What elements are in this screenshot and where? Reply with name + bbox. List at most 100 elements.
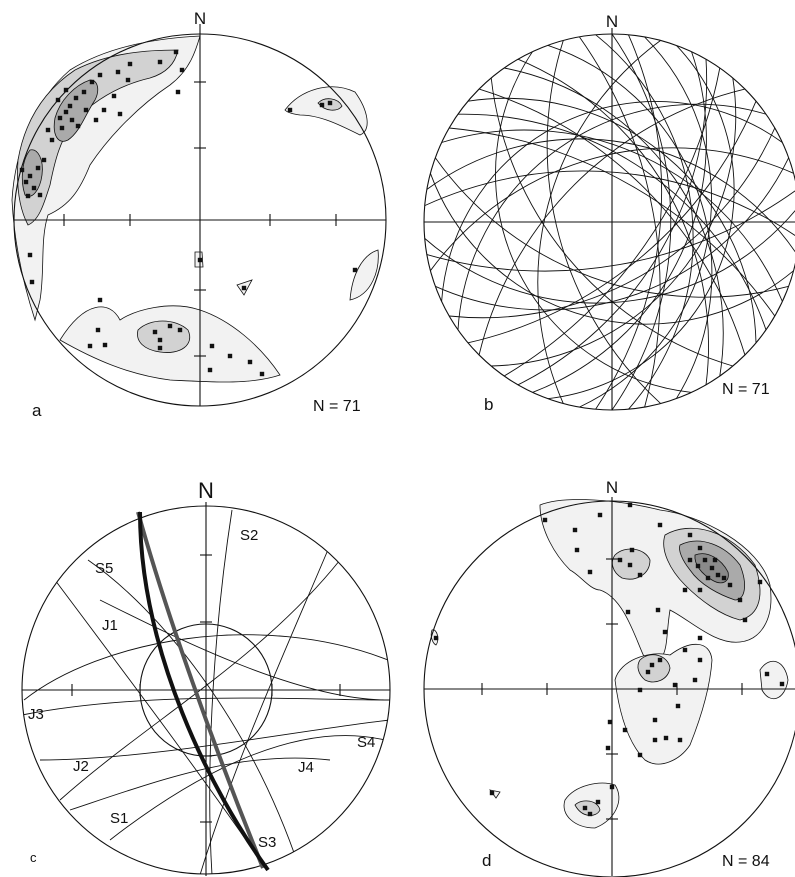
data-point-a	[93, 117, 99, 123]
great-circle-b	[457, 103, 767, 330]
data-point-d	[677, 737, 683, 743]
data-point-d	[692, 677, 698, 683]
data-point-a	[69, 117, 75, 123]
data-point-d	[605, 745, 611, 751]
great-circle-b	[532, 51, 707, 393]
data-point-d	[542, 517, 548, 523]
great-circle-b	[478, 88, 746, 356]
data-point-d	[433, 635, 439, 641]
great-circle-c	[23, 634, 389, 701]
axis-ticks-a	[63, 81, 337, 357]
data-point-a	[241, 285, 247, 291]
great-circles-b	[424, 34, 795, 410]
data-point-d	[587, 569, 593, 575]
data-point-d	[662, 629, 668, 635]
data-point-a	[55, 97, 61, 103]
great-circle-b	[424, 170, 795, 239]
contour-fill-d	[430, 499, 789, 829]
data-point-d	[657, 657, 663, 663]
data-point-a	[41, 157, 47, 163]
contour-fill-a	[11, 35, 379, 383]
data-point-d	[489, 790, 495, 796]
great-circle-b	[495, 51, 692, 393]
plane-label-j2: J2	[73, 758, 89, 775]
great-circle-b	[595, 34, 694, 410]
great-circle-b	[579, 36, 661, 408]
data-point-d	[649, 662, 655, 668]
data-point-d	[622, 727, 628, 733]
data-point-d	[687, 557, 693, 563]
great-circle-b	[467, 101, 757, 344]
data-point-d	[627, 502, 633, 508]
data-point-d	[572, 527, 578, 533]
data-point-a	[157, 337, 163, 343]
panel-letter-a: a	[32, 401, 42, 420]
data-point-a	[152, 329, 158, 335]
data-point-d	[657, 522, 663, 528]
plane-label-s1: S1	[110, 810, 128, 827]
north-label-c: N	[198, 478, 214, 503]
thick-plane-grey-c	[136, 511, 265, 869]
data-point-d	[617, 557, 623, 563]
great-circle-c	[22, 697, 390, 716]
data-point-a	[19, 167, 25, 173]
data-point-d	[629, 547, 635, 553]
panel-b: N b N = 71	[423, 12, 795, 414]
data-point-d	[627, 562, 633, 568]
data-point-d	[609, 784, 615, 790]
great-circle-b	[504, 67, 724, 377]
data-point-d	[709, 565, 715, 571]
count-label-b: N = 71	[722, 381, 770, 398]
great-circle-b	[434, 157, 789, 298]
data-point-d	[712, 557, 718, 563]
great-circle-b	[449, 127, 776, 319]
panel-c: N c S2 S5 J1 J3 S4 J4 J2 S1 S3	[21, 478, 391, 876]
data-points-d	[433, 502, 785, 817]
data-point-a	[111, 93, 117, 99]
great-circle-b	[430, 147, 794, 271]
data-point-a	[247, 359, 253, 365]
data-point-a	[95, 327, 101, 333]
data-point-d	[672, 682, 678, 688]
data-point-a	[319, 102, 325, 108]
data-point-a	[125, 77, 131, 83]
great-circle-b	[424, 205, 795, 304]
great-circle-c	[199, 544, 331, 874]
data-point-d	[721, 575, 727, 581]
great-circle-b	[491, 77, 737, 367]
data-point-a	[127, 61, 133, 67]
panel-letter-d: d	[482, 851, 491, 870]
plane-label-j1: J1	[102, 617, 118, 634]
data-point-a	[35, 165, 41, 171]
data-point-a	[167, 323, 173, 329]
data-point-a	[27, 252, 33, 258]
north-label-a: N	[194, 9, 206, 28]
data-point-a	[102, 342, 108, 348]
data-point-a	[89, 79, 95, 85]
data-point-a	[227, 353, 233, 359]
great-circle-b	[457, 113, 767, 330]
data-point-a	[177, 327, 183, 333]
data-point-a	[37, 192, 43, 198]
data-point-d	[597, 512, 603, 518]
data-point-a	[97, 72, 103, 78]
data-point-a	[101, 107, 107, 113]
data-point-a	[81, 89, 87, 95]
data-point-d	[663, 735, 669, 741]
data-point-d	[737, 597, 743, 603]
data-point-d	[637, 572, 643, 578]
great-circle-b	[595, 34, 663, 410]
data-point-a	[29, 279, 35, 285]
data-point-a	[197, 257, 203, 263]
data-point-d	[757, 579, 763, 585]
great-circle-c	[87, 559, 301, 871]
data-point-a	[157, 345, 163, 351]
great-circle-b	[429, 173, 794, 325]
data-point-a	[175, 89, 181, 95]
panel-d: N d N = 84	[423, 478, 795, 877]
data-point-d	[655, 607, 661, 613]
great-circle-b	[490, 77, 733, 367]
great-circle-b	[503, 67, 721, 377]
data-point-a	[115, 69, 121, 75]
axis-ticks-c	[71, 554, 341, 823]
